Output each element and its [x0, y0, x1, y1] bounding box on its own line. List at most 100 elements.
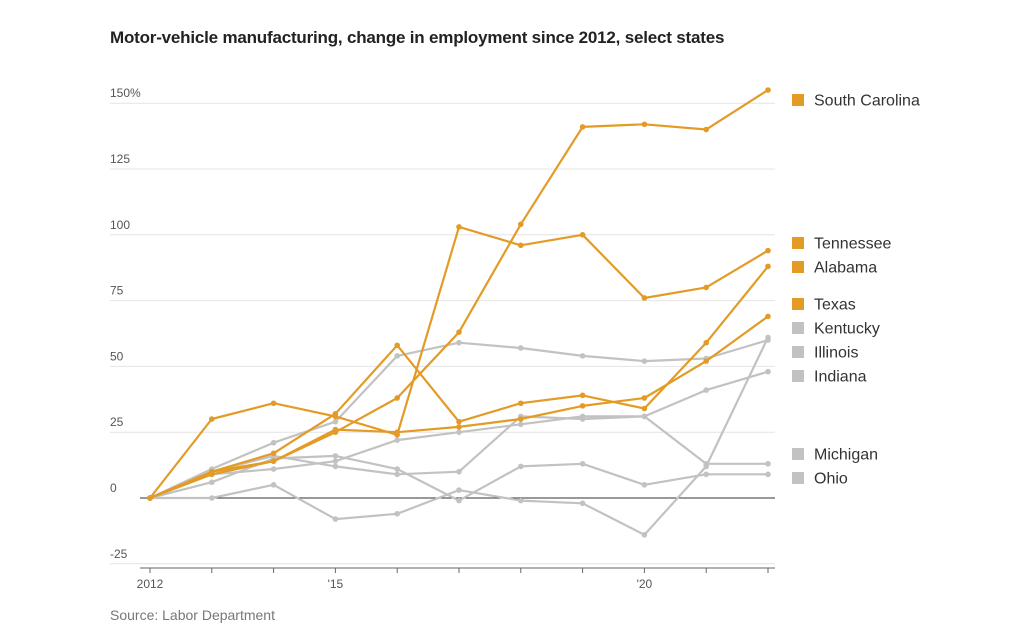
series-line-tennessee: [148, 225, 770, 500]
data-point-michigan: [579, 460, 586, 467]
data-point-south-carolina: [518, 221, 524, 228]
source-note: Source: Labor Department: [110, 607, 275, 623]
legend-swatch-ohio: [792, 472, 804, 484]
chart-title: Motor-vehicle manufacturing, change in e…: [110, 28, 725, 47]
data-point-kentucky: [518, 345, 524, 351]
data-point-south-carolina: [579, 124, 586, 130]
data-point-michigan: [765, 471, 771, 478]
legend-label-south-carolina: South Carolina: [814, 93, 920, 110]
data-point-kentucky: [456, 339, 462, 346]
data-point-ohio: [765, 334, 771, 341]
x-tick-label: 2012: [137, 577, 164, 591]
data-point-ohio: [270, 482, 277, 488]
data-point-kentucky: [641, 358, 648, 364]
y-tick-label: 100: [110, 218, 130, 232]
data-point-south-carolina: [456, 329, 462, 335]
data-point-alabama: [703, 339, 709, 346]
data-point-michigan: [456, 497, 462, 504]
data-point-indiana: [518, 421, 524, 428]
data-point-ohio: [518, 497, 524, 504]
y-tick-label: 0: [110, 481, 117, 495]
data-point-texas: [765, 313, 771, 320]
data-point-illinois: [394, 471, 401, 478]
data-point-south-carolina: [765, 87, 771, 93]
data-point-texas: [147, 495, 153, 501]
x-tick-label: '20: [637, 577, 653, 591]
data-point-alabama: [765, 263, 771, 270]
data-point-ohio: [641, 532, 648, 538]
data-point-tennessee: [209, 416, 215, 422]
legend-label-alabama: Alabama: [814, 260, 877, 277]
data-point-alabama: [456, 418, 462, 425]
series-line-south-carolina: [148, 88, 770, 500]
data-point-tennessee: [765, 247, 771, 254]
legend-label-tennessee: Tennessee: [814, 236, 891, 253]
data-point-alabama: [641, 405, 648, 412]
data-point-texas: [394, 429, 401, 436]
y-tick-label: 150%: [110, 86, 141, 100]
legend-label-illinois: Illinois: [814, 345, 858, 362]
data-point-tennessee: [270, 400, 277, 407]
data-point-texas: [641, 395, 648, 401]
legend-label-texas: Texas: [814, 297, 856, 314]
legend-swatch-texas: [792, 298, 804, 310]
data-point-ohio: [703, 463, 709, 470]
legend-swatch-tennessee: [792, 237, 804, 249]
data-point-alabama: [518, 400, 524, 407]
data-point-tennessee: [703, 284, 709, 291]
data-point-texas: [209, 471, 215, 478]
data-point-indiana: [456, 429, 462, 436]
data-point-michigan: [641, 482, 648, 488]
y-tick-label: 75: [110, 284, 124, 298]
data-point-kentucky: [332, 418, 339, 425]
legend-label-indiana: Indiana: [814, 369, 867, 386]
data-point-tennessee: [641, 295, 648, 301]
data-point-michigan: [518, 463, 524, 470]
data-point-kentucky: [270, 439, 277, 446]
data-point-ohio: [456, 487, 462, 493]
y-tick-label: -25: [110, 547, 128, 561]
legend-swatch-indiana: [792, 370, 804, 382]
data-point-south-carolina: [641, 121, 648, 128]
data-point-tennessee: [579, 232, 586, 238]
data-point-indiana: [641, 413, 648, 420]
data-point-texas: [518, 416, 524, 422]
data-point-tennessee: [518, 242, 524, 249]
data-point-illinois: [765, 368, 771, 375]
data-point-indiana: [765, 460, 771, 467]
data-point-tennessee: [456, 224, 462, 230]
data-point-indiana: [270, 466, 277, 472]
data-point-illinois: [703, 387, 709, 393]
data-point-south-carolina: [703, 126, 709, 133]
data-point-indiana: [394, 437, 401, 443]
data-point-ohio: [394, 510, 401, 517]
legend-swatch-illinois: [792, 346, 804, 358]
data-point-kentucky: [394, 353, 401, 359]
data-point-ohio: [209, 495, 215, 501]
data-point-indiana: [332, 458, 339, 464]
data-point-alabama: [332, 410, 339, 417]
data-point-kentucky: [579, 353, 586, 359]
data-point-illinois: [456, 468, 462, 475]
data-point-texas: [703, 358, 709, 364]
y-tick-label: 125: [110, 152, 130, 166]
legend-swatch-south-carolina: [792, 94, 804, 106]
data-point-texas: [332, 426, 339, 433]
legend-label-kentucky: Kentucky: [814, 321, 880, 338]
y-tick-label: 50: [110, 349, 124, 363]
data-point-michigan: [332, 453, 339, 459]
y-tick-label: 25: [110, 415, 124, 429]
data-point-ohio: [579, 500, 586, 507]
data-point-texas: [270, 458, 277, 464]
data-point-alabama: [270, 450, 277, 457]
data-point-ohio: [332, 516, 339, 522]
data-point-texas: [579, 403, 586, 409]
legend-label-michigan: Michigan: [814, 447, 878, 464]
legend-swatch-michigan: [792, 448, 804, 460]
data-point-michigan: [209, 479, 215, 486]
data-point-michigan: [703, 471, 709, 478]
data-point-michigan: [394, 466, 401, 472]
data-point-alabama: [394, 342, 401, 349]
legend-swatch-alabama: [792, 261, 804, 273]
